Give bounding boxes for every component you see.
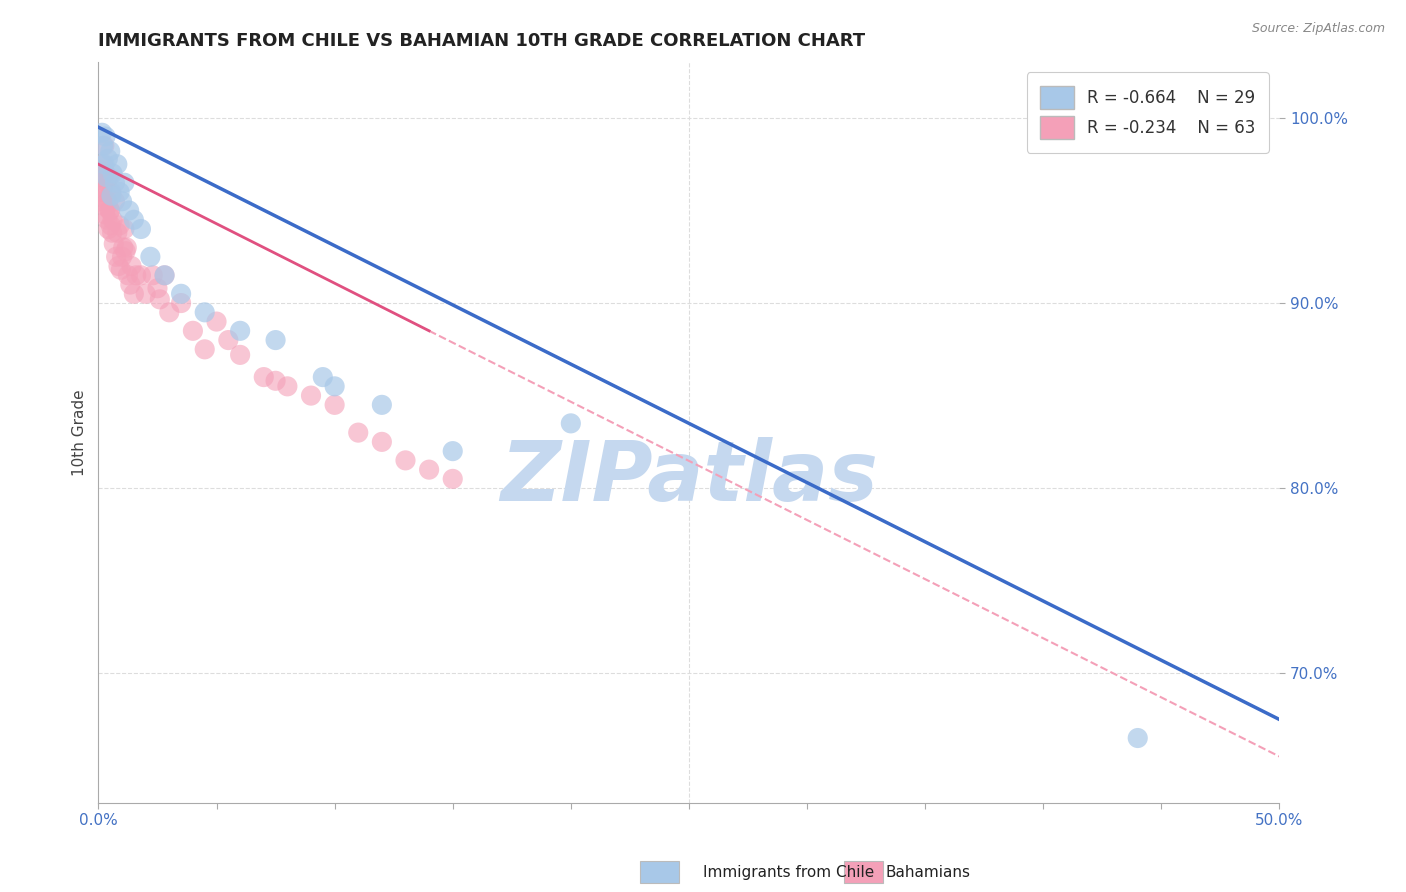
Point xyxy=(93,138,115,153)
Point xyxy=(120,277,142,292)
Point xyxy=(205,314,228,328)
Point xyxy=(142,268,165,283)
Point xyxy=(107,259,129,273)
Point xyxy=(111,250,134,264)
Point xyxy=(118,203,141,218)
Point xyxy=(94,207,117,221)
Point xyxy=(153,268,176,283)
Point xyxy=(93,157,115,171)
Point xyxy=(139,250,162,264)
Point xyxy=(101,212,124,227)
Point xyxy=(100,185,122,199)
Point xyxy=(89,170,111,185)
Point xyxy=(264,333,287,347)
Point xyxy=(98,170,121,185)
Point xyxy=(103,236,125,251)
Point xyxy=(90,162,112,177)
Text: ZIPatlas: ZIPatlas xyxy=(501,436,877,517)
Point xyxy=(94,166,117,180)
Point xyxy=(264,374,287,388)
Point xyxy=(104,176,127,190)
Point xyxy=(100,188,122,202)
Text: IMMIGRANTS FROM CHILE VS BAHAMIAN 10TH GRADE CORRELATION CHART: IMMIGRANTS FROM CHILE VS BAHAMIAN 10TH G… xyxy=(98,32,866,50)
Point xyxy=(105,226,128,240)
Point xyxy=(371,434,394,449)
Point xyxy=(347,425,370,440)
Point xyxy=(129,268,152,283)
Point xyxy=(112,222,135,236)
Point xyxy=(299,388,322,402)
Point xyxy=(91,126,114,140)
Point xyxy=(91,157,114,171)
Point xyxy=(117,268,139,283)
Point xyxy=(112,176,135,190)
Point xyxy=(94,129,117,144)
Point xyxy=(441,444,464,458)
Point xyxy=(101,226,124,240)
Point xyxy=(98,203,121,218)
Text: Source: ZipAtlas.com: Source: ZipAtlas.com xyxy=(1251,22,1385,36)
Point xyxy=(108,185,131,199)
Point xyxy=(122,212,145,227)
Point xyxy=(153,268,176,283)
Point xyxy=(194,305,217,319)
Point xyxy=(181,324,204,338)
Point xyxy=(149,293,172,307)
Point xyxy=(96,170,118,185)
Point xyxy=(110,262,132,277)
Point xyxy=(560,417,582,431)
Point xyxy=(111,194,134,209)
Y-axis label: 10th Grade: 10th Grade xyxy=(72,389,87,476)
Point xyxy=(276,379,298,393)
Point xyxy=(170,286,193,301)
Point xyxy=(229,348,252,362)
Point xyxy=(105,157,128,171)
Point xyxy=(97,194,120,209)
Point xyxy=(114,244,136,259)
Point xyxy=(146,281,169,295)
Point xyxy=(97,152,120,166)
Point xyxy=(98,145,121,159)
Point xyxy=(98,203,121,218)
Point xyxy=(194,343,217,357)
Point xyxy=(1126,731,1149,745)
Point xyxy=(96,176,118,190)
Point xyxy=(91,188,114,202)
Point xyxy=(104,194,127,209)
Point xyxy=(100,219,122,233)
Text: Bahamians: Bahamians xyxy=(886,865,970,880)
Point xyxy=(101,166,124,180)
Point xyxy=(89,194,111,209)
Point xyxy=(112,240,135,254)
Point xyxy=(323,379,346,393)
Point xyxy=(418,462,440,476)
Point xyxy=(371,398,394,412)
Legend: R = -0.664    N = 29, R = -0.234    N = 63: R = -0.664 N = 29, R = -0.234 N = 63 xyxy=(1026,72,1268,153)
Point xyxy=(122,286,145,301)
Point xyxy=(323,398,346,412)
Point xyxy=(394,453,416,467)
Point xyxy=(96,212,118,227)
Point xyxy=(253,370,276,384)
Point xyxy=(91,138,114,153)
Text: Immigrants from Chile: Immigrants from Chile xyxy=(703,865,875,880)
Point xyxy=(125,268,148,283)
Point xyxy=(94,200,117,214)
Point xyxy=(312,370,335,384)
Point xyxy=(91,185,114,199)
Point xyxy=(170,296,193,310)
Point xyxy=(90,166,112,180)
Point xyxy=(115,240,138,254)
Point xyxy=(441,472,464,486)
Point xyxy=(157,305,180,319)
Point xyxy=(108,219,131,233)
Point xyxy=(93,181,115,195)
Point xyxy=(121,259,143,273)
Point xyxy=(217,333,239,347)
Point xyxy=(105,250,128,264)
Point xyxy=(229,324,252,338)
Point xyxy=(135,286,157,301)
Point xyxy=(97,222,120,236)
Point xyxy=(129,222,152,236)
